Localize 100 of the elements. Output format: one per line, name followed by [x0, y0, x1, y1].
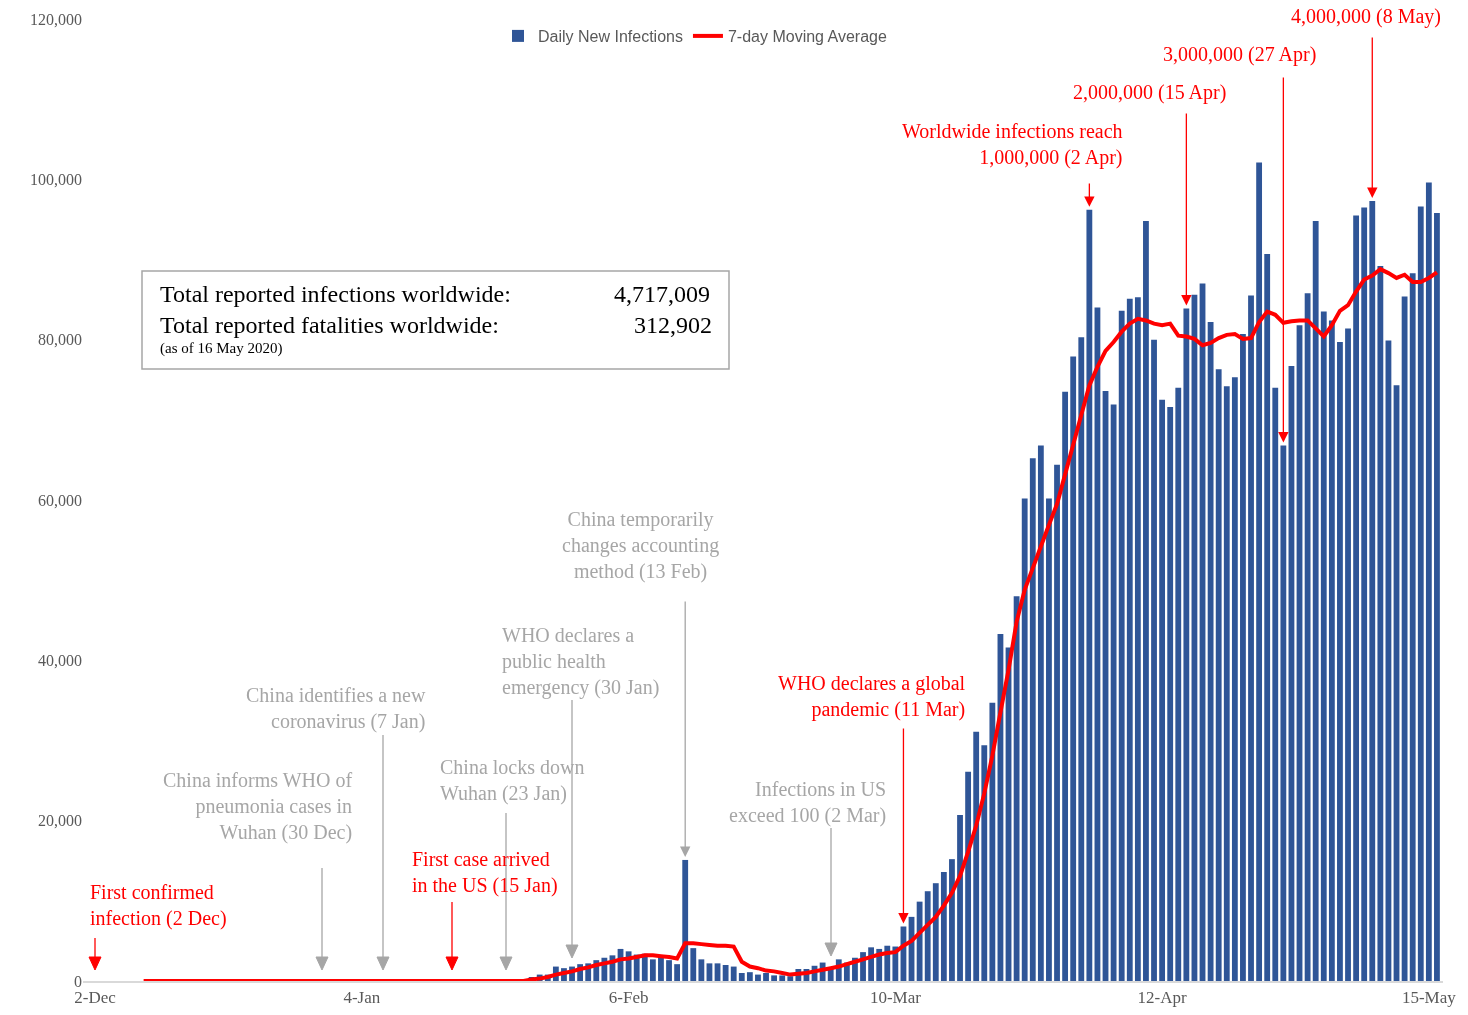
bar: [1434, 213, 1440, 981]
annotation: 4,000,000 (8 May): [1291, 5, 1441, 28]
bar: [1021, 498, 1028, 981]
annotation: China informs WHO of pneumonia cases in Wuhan (30 Dec): [163, 769, 353, 844]
bar: [1175, 387, 1182, 981]
bar: [1248, 295, 1254, 981]
bar: [1417, 206, 1424, 981]
bar: [722, 964, 729, 981]
bar: [1126, 298, 1133, 981]
bar: [1054, 464, 1060, 981]
bar: [1409, 273, 1416, 981]
legend-label: Daily New Infections: [538, 28, 683, 46]
bar: [787, 976, 794, 981]
bar: [981, 745, 988, 981]
bar: [1401, 296, 1408, 981]
x-tick-label: 4-Jan: [343, 988, 381, 1008]
annotation: First confirmed infection (2 Dec): [90, 881, 227, 930]
bar: [1256, 162, 1263, 981]
annotation: Worldwide infections reach 1,000,000 (2 Apr): [902, 120, 1123, 169]
bar: [1013, 596, 1020, 981]
annotation: China identifies a new coronavirus (7 Jan): [246, 684, 426, 733]
bar: [1029, 458, 1036, 981]
bar: [690, 948, 697, 981]
bar: [932, 883, 939, 981]
bar: [1223, 386, 1230, 981]
bar: [1062, 391, 1069, 981]
bar: [827, 968, 834, 981]
bar: [730, 966, 737, 981]
bar: [1167, 407, 1174, 981]
x-tick-label: 2-Dec: [74, 988, 117, 1008]
y-tick-label: 0: [74, 972, 82, 990]
bar: [1134, 297, 1141, 981]
bar: [916, 901, 923, 981]
bar: [1231, 377, 1238, 981]
bar: [649, 959, 656, 981]
bar: [1046, 498, 1052, 981]
bar: [1159, 399, 1166, 981]
bar: [1037, 445, 1044, 981]
annotation: China locks down Wuhan (23 Jan): [440, 756, 585, 805]
y-tick-label: 60,000: [38, 491, 82, 509]
bar: [1377, 265, 1384, 981]
annotation: China temporarily changes accounting method (13 Feb): [562, 508, 720, 583]
annotation: WHO declares a global pandemic (11 Mar): [778, 672, 966, 721]
bar: [1328, 320, 1335, 981]
annotation: Total reported fatalities worldwide:: [160, 312, 499, 338]
annotation: WHO declares a public health emergency (30 Jan): [502, 624, 660, 699]
bar: [746, 972, 753, 981]
y-tick-label: 100,000: [30, 170, 82, 188]
bar: [1240, 334, 1246, 981]
bar: [738, 972, 745, 981]
bar: [924, 891, 931, 981]
y-tick-label: 20,000: [38, 812, 82, 830]
bar: [1264, 253, 1271, 981]
bar: [755, 974, 761, 981]
bar: [1312, 221, 1319, 981]
bar: [957, 815, 963, 981]
bar: [1361, 207, 1368, 981]
x-tick-label: 15-May: [1401, 988, 1457, 1008]
bar: [1118, 310, 1125, 981]
bar: [658, 956, 664, 981]
bar: [1070, 356, 1077, 981]
bar: [973, 731, 980, 981]
bar: [1110, 404, 1117, 981]
bar: [666, 960, 672, 981]
bar: [1215, 369, 1222, 981]
bar: [1207, 322, 1214, 981]
y-tick-label: 80,000: [38, 331, 82, 349]
x-tick-label: 6-Feb: [608, 988, 649, 1008]
bar: [1143, 221, 1149, 981]
y-tick-label: 40,000: [38, 651, 82, 669]
bar: [965, 771, 972, 981]
annotation: Total reported infections worldwide:: [160, 281, 511, 307]
bar: [698, 959, 705, 981]
bar: [1337, 342, 1343, 981]
bar: [1320, 311, 1327, 981]
bar: [763, 972, 769, 981]
bar: [1304, 293, 1311, 981]
bar: [779, 975, 786, 981]
x-tick-label: 12-Apr: [1137, 988, 1187, 1008]
bar: [949, 859, 955, 981]
legend-label: 7-day Moving Average: [727, 28, 887, 46]
annotation: 3,000,000 (27 Apr): [1163, 43, 1317, 66]
bar: [771, 975, 778, 981]
annotation: First case arrived in the US (15 Jan): [412, 848, 558, 897]
bar: [1078, 337, 1085, 981]
annotation: 2,000,000 (15 Apr): [1073, 81, 1227, 104]
bar: [1345, 328, 1351, 981]
bar: [989, 702, 996, 981]
bar: [1353, 215, 1360, 981]
x-tick-label: 10-Mar: [869, 988, 922, 1008]
annotation: (as of 16 May 2020): [160, 340, 283, 357]
y-tick-label: 120,000: [30, 10, 82, 28]
bar: [1151, 339, 1157, 981]
bar: [1272, 387, 1279, 981]
bar: [940, 871, 947, 981]
bar: [1425, 182, 1432, 981]
annotation: Infections in US exceed 100 (2 Mar): [729, 778, 887, 827]
annotation: 4,717,009: [614, 281, 710, 307]
annotation: 312,902: [634, 312, 712, 338]
bar: [674, 964, 681, 981]
